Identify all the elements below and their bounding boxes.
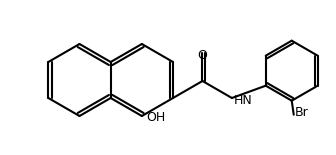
Text: Br: Br (295, 106, 308, 119)
Text: O: O (198, 49, 207, 62)
Text: HN: HN (234, 95, 253, 108)
Text: OH: OH (146, 111, 165, 124)
